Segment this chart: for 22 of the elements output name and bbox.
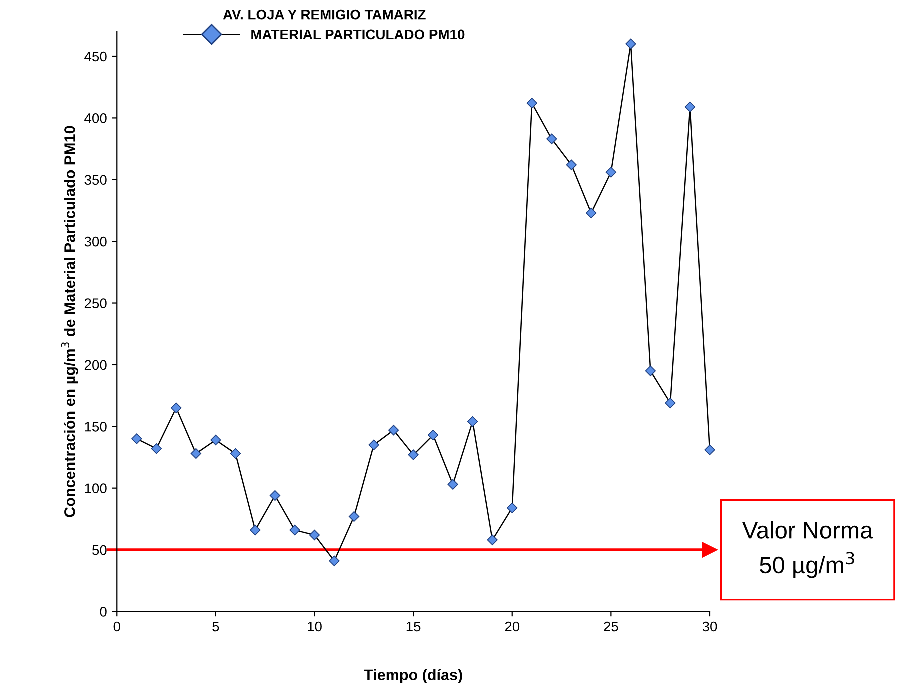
legend-title: AV. LOJA Y REMIGIO TAMARIZ: [223, 10, 426, 20]
legend-label: MATERIAL PARTICULADO PM10: [252, 30, 465, 40]
x-tick-label: 5: [212, 622, 220, 632]
y-tick-label: 200: [84, 360, 107, 370]
x-tick-label: 30: [702, 622, 718, 632]
x-tick-label: 20: [505, 622, 520, 632]
y-tick-label: 100: [85, 484, 107, 494]
y-tick-label: 350: [84, 175, 107, 186]
y-tick-label: 400: [84, 114, 107, 124]
y-tick-label: 0: [100, 607, 107, 617]
x-tick-label: 25: [604, 622, 618, 632]
y-tick-label: 150: [85, 422, 107, 432]
y-axis-title: Concentración en µg/m$^{3}$ de Material Particulado PM10: [61, 126, 78, 518]
x-axis-title: Tiempo (días): [364, 669, 462, 684]
y-tick-label: 50: [92, 545, 107, 556]
x-tick-label: 15: [406, 622, 421, 632]
y-tick-label: 250: [84, 298, 107, 308]
x-tick-label: 0: [114, 622, 120, 632]
y-tick-label: 300: [84, 236, 107, 247]
y-tick-label: 450: [84, 52, 107, 62]
ref-line-label: Valor Norma 50 µg/m$^{3}$: [742, 522, 874, 578]
x-tick-label: 10: [308, 622, 322, 632]
